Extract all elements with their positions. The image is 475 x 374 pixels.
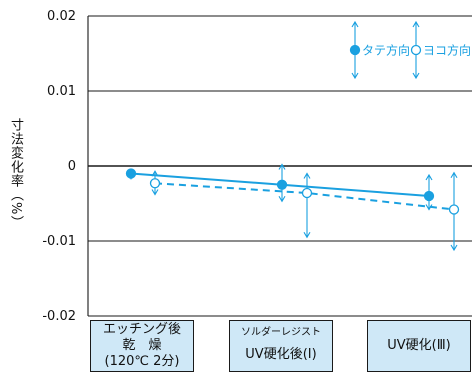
error-bar-arrow-up <box>425 173 433 181</box>
error-bar-arrow-down <box>450 244 458 252</box>
y-tick-labels: 0.02 0.01 0 -0.01 -0.02 <box>42 9 76 324</box>
y-tick-label: -0.02 <box>42 309 76 324</box>
data-point-layer <box>125 168 460 215</box>
series-line-layer <box>130 172 455 211</box>
error-bar-arrow-up <box>303 172 311 179</box>
error-bar-arrow-down <box>278 195 286 203</box>
category-line: ソルダーレジスト <box>241 327 321 338</box>
data-point-filled <box>423 190 435 202</box>
data-point-open <box>301 187 313 199</box>
data-point-filled <box>125 168 137 179</box>
category-label-uv-cure: UV硬化(Ⅲ) <box>367 320 471 372</box>
error-bar-arrow-up <box>351 20 359 28</box>
legend-label-yoko: ヨコ方向 <box>423 43 471 58</box>
legend: タテ方向 ヨコ方向 <box>349 20 471 80</box>
y-tick-label: -0.01 <box>42 234 76 249</box>
legend-marker-open <box>410 44 422 56</box>
error-bar-arrow-down <box>151 189 159 196</box>
category-line: 乾 燥 <box>122 338 162 353</box>
legend-marker-filled <box>349 44 361 56</box>
legend-label-tate: タテ方向 <box>362 43 410 58</box>
data-point-filled <box>276 179 288 190</box>
category-line: (120℃ 2分) <box>104 354 180 369</box>
y-axis-title: 寸法変化率（%） <box>8 118 23 230</box>
category-line: エッチング後 <box>102 322 181 337</box>
data-point-open <box>149 178 161 189</box>
error-bar <box>303 172 311 239</box>
series-line-yoko <box>154 182 455 211</box>
y-tick-label: 0.01 <box>47 84 76 99</box>
category-label-etching: エッチング後 乾 燥 (120℃ 2分) <box>90 320 194 372</box>
error-bar-arrow-up <box>450 171 458 179</box>
data-point-open <box>448 204 460 215</box>
error-bar-arrow-up <box>412 20 420 28</box>
y-tick-label: 0 <box>68 159 76 174</box>
error-bar-arrow-down <box>412 72 420 80</box>
error-bar-arrow-up <box>278 163 286 170</box>
category-line: UV硬化後(Ⅰ) <box>245 347 317 362</box>
category-line: UV硬化(Ⅲ) <box>387 338 451 353</box>
grid-layer <box>87 15 472 317</box>
error-bar-arrow-down <box>351 72 359 80</box>
error-bar-arrow-down <box>303 231 311 239</box>
category-label-solder-resist: ソルダーレジスト UV硬化後(Ⅰ) <box>229 320 333 372</box>
y-tick-label: 0.02 <box>47 9 76 24</box>
